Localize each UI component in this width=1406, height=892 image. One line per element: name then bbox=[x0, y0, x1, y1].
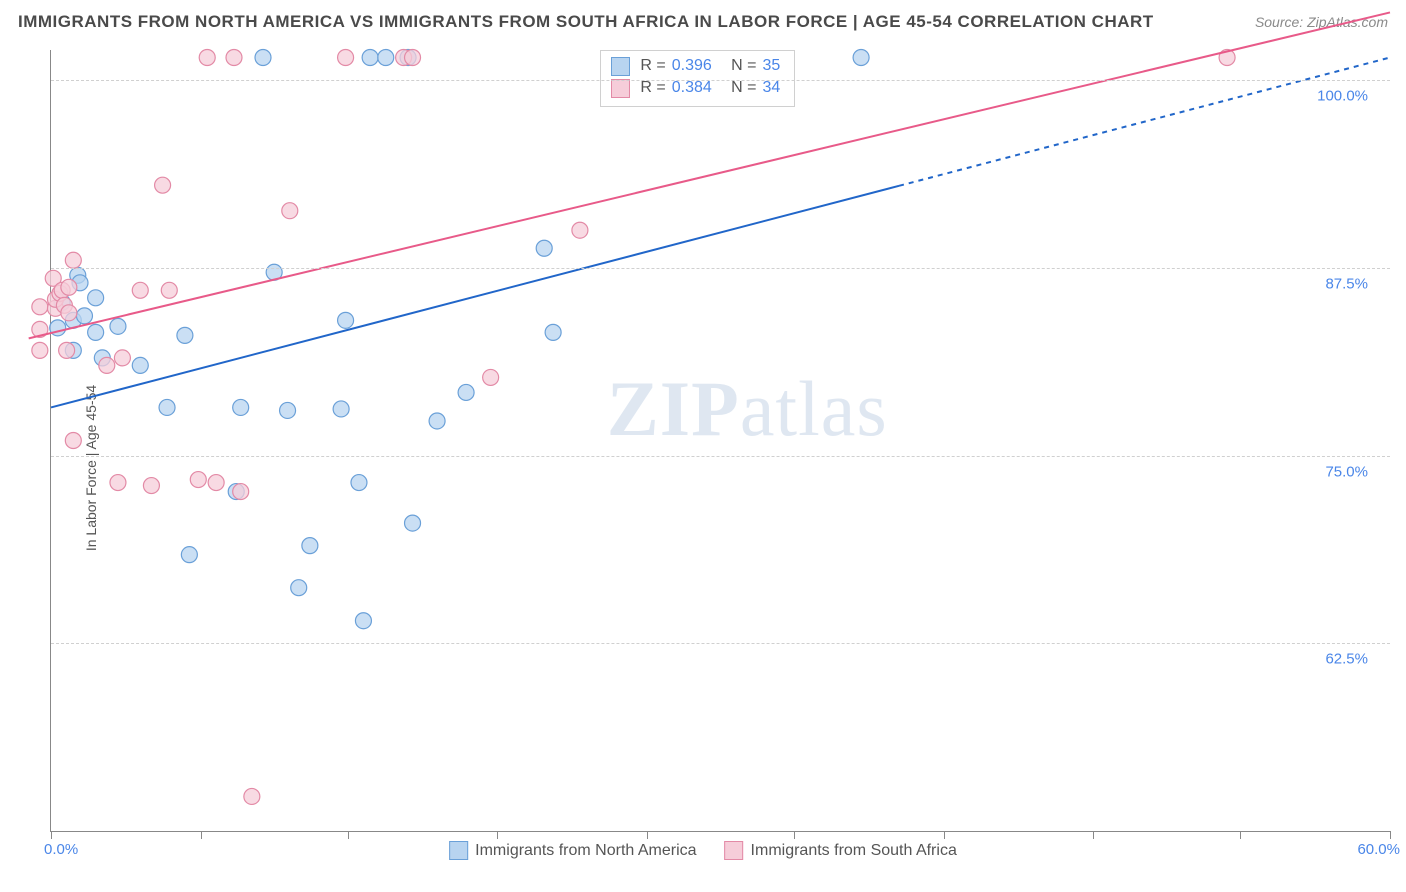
scatter-svg bbox=[51, 50, 1390, 831]
y-tick-label: 75.0% bbox=[1325, 463, 1368, 480]
data-point bbox=[291, 580, 307, 596]
x-tick bbox=[794, 831, 795, 839]
data-point bbox=[110, 318, 126, 334]
data-point bbox=[88, 324, 104, 340]
chart-title: IMMIGRANTS FROM NORTH AMERICA VS IMMIGRA… bbox=[18, 12, 1154, 32]
x-tick bbox=[201, 831, 202, 839]
data-point bbox=[208, 475, 224, 491]
data-point bbox=[190, 472, 206, 488]
data-point bbox=[114, 350, 130, 366]
data-point bbox=[65, 433, 81, 449]
data-point bbox=[110, 475, 126, 491]
data-point bbox=[244, 788, 260, 804]
data-point bbox=[143, 478, 159, 494]
data-point bbox=[233, 399, 249, 415]
gridline bbox=[51, 643, 1390, 644]
x-tick bbox=[348, 831, 349, 839]
data-point bbox=[429, 413, 445, 429]
data-point bbox=[177, 327, 193, 343]
data-point bbox=[99, 357, 115, 373]
data-point bbox=[233, 484, 249, 500]
data-point bbox=[338, 312, 354, 328]
trend-line-dashed bbox=[899, 58, 1390, 186]
data-point bbox=[65, 252, 81, 268]
data-point bbox=[32, 299, 48, 315]
data-point bbox=[32, 342, 48, 358]
data-point bbox=[199, 50, 215, 66]
data-point bbox=[132, 357, 148, 373]
legend-n-label: N = bbox=[718, 55, 757, 77]
data-point bbox=[545, 324, 561, 340]
data-point bbox=[280, 402, 296, 418]
data-point bbox=[483, 369, 499, 385]
series-legend: Immigrants from North America Immigrants … bbox=[449, 841, 957, 860]
data-point bbox=[405, 50, 421, 66]
gridline bbox=[51, 456, 1390, 457]
legend-n-value: 35 bbox=[763, 55, 781, 77]
data-point bbox=[61, 279, 77, 295]
data-point bbox=[405, 515, 421, 531]
data-point bbox=[59, 342, 75, 358]
legend-r-value: 0.396 bbox=[672, 55, 712, 77]
legend-row: R = 0.396 N = 35 bbox=[611, 55, 780, 77]
data-point bbox=[378, 50, 394, 66]
y-tick-label: 62.5% bbox=[1325, 651, 1368, 668]
data-point bbox=[61, 305, 77, 321]
legend-swatch-icon bbox=[611, 79, 630, 98]
data-point bbox=[255, 50, 271, 66]
series-legend-item: Immigrants from South Africa bbox=[725, 841, 957, 860]
data-point bbox=[161, 282, 177, 298]
y-tick-label: 100.0% bbox=[1317, 88, 1368, 105]
legend-r-label: R = bbox=[636, 55, 666, 77]
data-point bbox=[853, 50, 869, 66]
data-point bbox=[76, 308, 92, 324]
source-label: Source: ZipAtlas.com bbox=[1255, 14, 1388, 30]
correlation-legend: R = 0.396 N = 35 R = 0.384 N = 34 bbox=[600, 50, 795, 107]
data-point bbox=[302, 538, 318, 554]
legend-swatch-icon bbox=[449, 841, 468, 860]
plot-area: ZIPatlas R = 0.396 N = 35 R = 0.384 N = … bbox=[50, 50, 1390, 832]
data-point bbox=[88, 290, 104, 306]
x-tick-label-min: 0.0% bbox=[44, 841, 78, 858]
data-point bbox=[351, 475, 367, 491]
data-point bbox=[132, 282, 148, 298]
y-tick-label: 87.5% bbox=[1325, 275, 1368, 292]
data-point bbox=[362, 50, 378, 66]
legend-swatch-icon bbox=[611, 57, 630, 76]
data-point bbox=[226, 50, 242, 66]
series-name: Immigrants from South Africa bbox=[751, 842, 957, 860]
gridline bbox=[51, 80, 1390, 81]
data-point bbox=[458, 384, 474, 400]
data-point bbox=[338, 50, 354, 66]
x-tick bbox=[647, 831, 648, 839]
data-point bbox=[355, 613, 371, 629]
data-point bbox=[282, 203, 298, 219]
x-tick bbox=[497, 831, 498, 839]
series-name: Immigrants from North America bbox=[475, 842, 696, 860]
trend-line bbox=[51, 186, 899, 408]
data-point bbox=[572, 222, 588, 238]
data-point bbox=[159, 399, 175, 415]
series-legend-item: Immigrants from North America bbox=[449, 841, 696, 860]
data-point bbox=[333, 401, 349, 417]
data-point bbox=[155, 177, 171, 193]
x-tick bbox=[1390, 831, 1391, 839]
gridline bbox=[51, 268, 1390, 269]
legend-swatch-icon bbox=[725, 841, 744, 860]
x-tick bbox=[1093, 831, 1094, 839]
x-tick-label-max: 60.0% bbox=[1357, 841, 1400, 858]
data-point bbox=[536, 240, 552, 256]
x-tick bbox=[944, 831, 945, 839]
data-point bbox=[181, 547, 197, 563]
x-tick bbox=[1240, 831, 1241, 839]
x-tick bbox=[51, 831, 52, 839]
